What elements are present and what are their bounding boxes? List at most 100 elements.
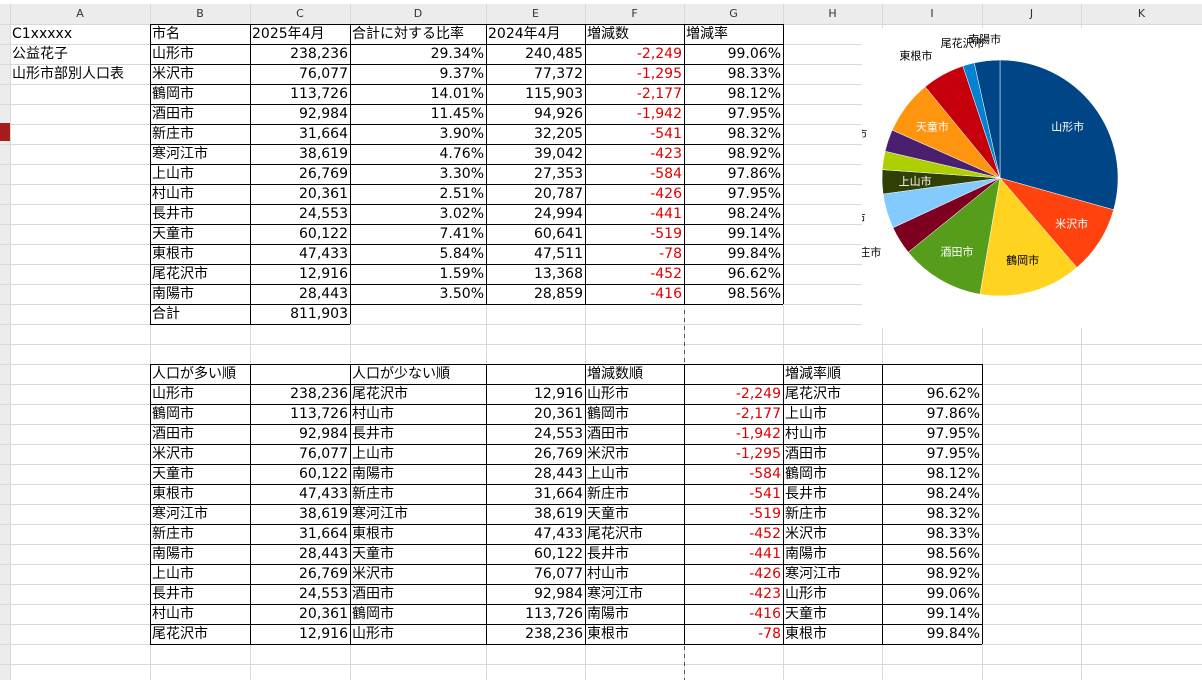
table2-cell[interactable]: 尾花沢市	[152, 626, 208, 642]
table2-cell[interactable]: -426	[749, 566, 781, 582]
table2-cell[interactable]: 酒田市	[785, 446, 827, 462]
table1-cell[interactable]: 酒田市	[152, 106, 194, 122]
table1-header[interactable]: 2024年4月	[488, 26, 561, 42]
table2-cell[interactable]: 酒田市	[587, 426, 629, 442]
table1-cell[interactable]: 96.62%	[727, 266, 781, 282]
table1-cell[interactable]: -519	[650, 226, 682, 242]
table2-cell[interactable]: 76,077	[534, 566, 583, 582]
table2-cell[interactable]: 米沢市	[587, 446, 629, 462]
table2-cell[interactable]: 47,433	[299, 486, 348, 502]
table2-cell[interactable]: 長井市	[587, 546, 629, 562]
table2-cell[interactable]: -423	[749, 586, 781, 602]
table2-cell[interactable]: 20,361	[534, 406, 583, 422]
table2-cell[interactable]: 97.95%	[926, 446, 980, 462]
table2-cell[interactable]: 長井市	[352, 426, 394, 442]
cell-a3[interactable]: 山形市部別人口表	[12, 66, 124, 82]
table2-cell[interactable]: 鶴岡市	[352, 606, 394, 622]
table1-cell[interactable]: 1.59%	[439, 266, 484, 282]
table2-cell[interactable]: 99.84%	[926, 626, 980, 642]
pie-slice-南陽市[interactable]	[973, 59, 1001, 179]
table2-cell[interactable]: 村山市	[352, 406, 394, 422]
table1-cell[interactable]: 97.95%	[727, 106, 781, 122]
table2-cell[interactable]: 東根市	[587, 626, 629, 642]
table2-cell[interactable]: 山形市	[152, 386, 194, 402]
table1-total-label[interactable]: 合計	[152, 306, 180, 322]
table1-cell[interactable]: 天童市	[152, 226, 194, 242]
column-header-a[interactable]: A	[76, 7, 84, 20]
table2-cell[interactable]: 南陽市	[587, 606, 629, 622]
table1-cell[interactable]: 24,553	[299, 206, 348, 222]
table2-cell[interactable]: 96.62%	[926, 386, 980, 402]
table2-cell[interactable]: 寒河江市	[152, 506, 208, 522]
table1-cell[interactable]: 99.06%	[727, 46, 781, 62]
table1-cell[interactable]: 240,485	[525, 46, 583, 62]
table1-cell[interactable]: 新庄市	[152, 126, 194, 142]
table1-cell[interactable]: -541	[650, 126, 682, 142]
table1-cell[interactable]: 尾花沢市	[152, 266, 208, 282]
table2-cell[interactable]: -78	[758, 626, 781, 642]
table1-cell[interactable]: 97.95%	[727, 186, 781, 202]
table1-cell[interactable]: 3.50%	[439, 286, 484, 302]
table2-header[interactable]: 増減数順	[587, 366, 643, 382]
column-header-e[interactable]: E	[532, 7, 539, 20]
table1-cell[interactable]: 98.92%	[727, 146, 781, 162]
table1-cell[interactable]: 24,994	[534, 206, 583, 222]
table2-cell[interactable]: -416	[749, 606, 781, 622]
pie-chart[interactable]: 山形市米沢市鶴岡市酒田市新庄市寒河江市上山市村山市長井市天童市東根市尾花沢市南陽…	[862, 28, 1202, 328]
table2-cell[interactable]: 113,726	[290, 406, 348, 422]
table2-cell[interactable]: 24,553	[534, 426, 583, 442]
table2-cell[interactable]: -452	[749, 526, 781, 542]
table1-cell[interactable]: 20,361	[299, 186, 348, 202]
pie-slice-鶴岡市[interactable]	[979, 177, 1078, 297]
table1-cell[interactable]: 76,077	[299, 66, 348, 82]
table1-cell[interactable]: -78	[659, 246, 682, 262]
table1-cell[interactable]: 98.12%	[727, 86, 781, 102]
table1-cell[interactable]: 60,122	[299, 226, 348, 242]
table2-cell[interactable]: 尾花沢市	[587, 526, 643, 542]
table1-cell[interactable]: 98.24%	[727, 206, 781, 222]
table1-cell[interactable]: 28,859	[534, 286, 583, 302]
table1-cell[interactable]: 113,726	[290, 86, 348, 102]
table2-cell[interactable]: 山形市	[352, 626, 394, 642]
cell-a1[interactable]: C1xxxxx	[12, 26, 73, 42]
table2-cell[interactable]: -519	[749, 506, 781, 522]
table1-cell[interactable]: -441	[650, 206, 682, 222]
table2-cell[interactable]: 天童市	[352, 546, 394, 562]
table1-cell[interactable]: 鶴岡市	[152, 86, 194, 102]
table2-cell[interactable]: 新庄市	[152, 526, 194, 542]
table2-header[interactable]: 増減率順	[785, 366, 841, 382]
table2-cell[interactable]: 97.86%	[926, 406, 980, 422]
table2-cell[interactable]: 上山市	[352, 446, 394, 462]
pie-slice-山形市[interactable]	[999, 59, 1119, 211]
table1-cell[interactable]: 47,511	[534, 246, 583, 262]
table2-cell[interactable]: 97.95%	[926, 426, 980, 442]
table2-cell[interactable]: 47,433	[534, 526, 583, 542]
column-header-j[interactable]: J	[1029, 7, 1034, 20]
table2-cell[interactable]: 米沢市	[352, 566, 394, 582]
table1-cell[interactable]: 山形市	[152, 46, 194, 62]
table2-cell[interactable]: 98.33%	[926, 526, 980, 542]
table1-cell[interactable]: 寒河江市	[152, 146, 208, 162]
table2-cell[interactable]: 31,664	[534, 486, 583, 502]
table2-cell[interactable]: 村山市	[152, 606, 194, 622]
table1-cell[interactable]: 31,664	[299, 126, 348, 142]
table2-cell[interactable]: -2,249	[735, 386, 781, 402]
table2-cell[interactable]: 38,619	[299, 506, 348, 522]
table2-cell[interactable]: 60,122	[299, 466, 348, 482]
table2-cell[interactable]: 酒田市	[152, 426, 194, 442]
table1-cell[interactable]: -416	[650, 286, 682, 302]
table1-cell[interactable]: 3.30%	[439, 166, 484, 182]
table2-cell[interactable]: 上山市	[587, 466, 629, 482]
table2-cell[interactable]: 31,664	[299, 526, 348, 542]
table2-cell[interactable]: 26,769	[299, 566, 348, 582]
table1-cell[interactable]: -426	[650, 186, 682, 202]
table2-cell[interactable]: 東根市	[785, 626, 827, 642]
table2-cell[interactable]: 長井市	[785, 486, 827, 502]
table2-cell[interactable]: -541	[749, 486, 781, 502]
table2-cell[interactable]: 238,236	[525, 626, 583, 642]
table1-cell[interactable]: 99.84%	[727, 246, 781, 262]
table1-cell[interactable]: -584	[650, 166, 682, 182]
table1-cell[interactable]: 南陽市	[152, 286, 194, 302]
table1-cell[interactable]: 5.84%	[439, 246, 484, 262]
table2-cell[interactable]: 28,443	[299, 546, 348, 562]
